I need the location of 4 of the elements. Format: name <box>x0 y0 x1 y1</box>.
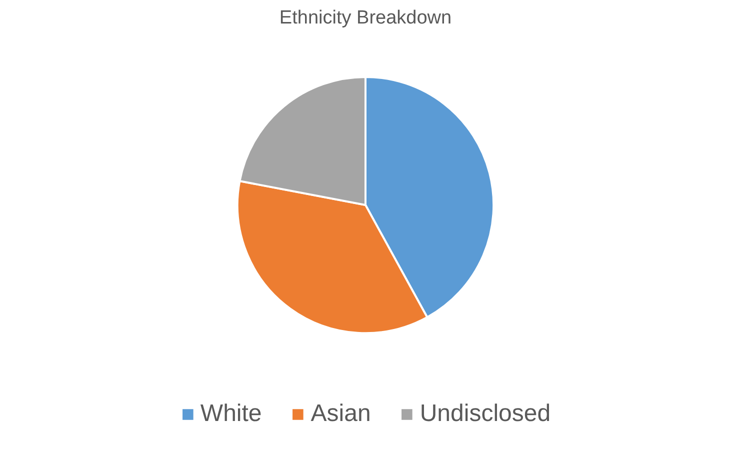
legend-label: White <box>200 400 262 428</box>
legend-label: Asian <box>310 400 371 428</box>
legend-label: Undisclosed <box>420 400 551 428</box>
chart-title: Ethnicity Breakdown <box>279 8 452 28</box>
